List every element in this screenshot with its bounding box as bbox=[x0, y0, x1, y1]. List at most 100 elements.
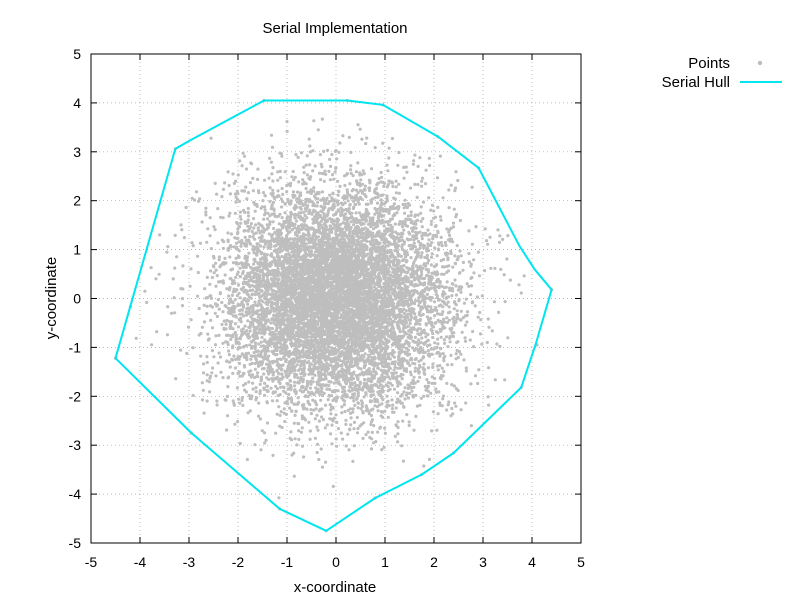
data-point bbox=[440, 244, 444, 248]
data-point bbox=[444, 243, 448, 247]
data-point bbox=[384, 237, 388, 241]
data-point bbox=[275, 312, 279, 316]
data-point bbox=[169, 311, 174, 315]
data-point bbox=[294, 153, 298, 157]
data-point bbox=[229, 337, 233, 342]
data-point bbox=[318, 153, 322, 157]
data-point bbox=[349, 220, 353, 224]
data-point bbox=[299, 151, 304, 155]
data-point bbox=[243, 210, 247, 214]
data-point bbox=[425, 394, 429, 398]
data-point bbox=[373, 404, 377, 408]
data-point bbox=[358, 184, 362, 188]
data-point bbox=[490, 329, 494, 333]
data-point bbox=[287, 392, 291, 396]
data-point bbox=[464, 366, 468, 370]
data-point bbox=[226, 414, 230, 418]
data-point bbox=[462, 358, 466, 362]
data-point bbox=[440, 366, 444, 370]
data-point bbox=[424, 267, 428, 272]
data-point bbox=[213, 311, 217, 315]
data-point bbox=[443, 240, 447, 245]
data-point bbox=[340, 411, 344, 415]
data-point bbox=[485, 340, 489, 345]
data-point bbox=[232, 403, 236, 407]
data-point bbox=[249, 222, 253, 226]
data-point bbox=[240, 396, 244, 400]
data-point bbox=[191, 393, 195, 398]
data-point bbox=[376, 362, 380, 366]
data-point bbox=[406, 214, 410, 218]
data-point bbox=[456, 178, 460, 183]
data-point bbox=[430, 203, 435, 207]
data-point bbox=[342, 174, 347, 178]
data-point bbox=[245, 313, 249, 317]
data-point bbox=[335, 444, 339, 448]
data-point bbox=[402, 264, 406, 268]
data-point bbox=[262, 245, 266, 249]
data-point bbox=[456, 388, 460, 393]
data-point bbox=[280, 216, 284, 220]
data-point bbox=[433, 381, 437, 385]
data-point bbox=[358, 359, 362, 363]
data-point bbox=[453, 254, 457, 258]
data-point bbox=[189, 267, 193, 271]
data-point bbox=[235, 294, 239, 298]
data-point bbox=[458, 218, 462, 223]
data-point bbox=[247, 380, 251, 384]
data-point bbox=[298, 205, 302, 210]
data-point bbox=[445, 316, 449, 320]
data-point bbox=[396, 420, 400, 424]
data-point bbox=[224, 322, 228, 326]
data-point bbox=[325, 219, 329, 224]
data-point bbox=[471, 329, 475, 334]
data-point bbox=[246, 302, 250, 306]
data-point bbox=[235, 386, 239, 390]
data-point bbox=[212, 355, 216, 359]
data-point bbox=[415, 195, 419, 199]
data-point bbox=[445, 408, 449, 412]
data-point bbox=[492, 300, 496, 304]
data-point bbox=[422, 362, 426, 366]
data-point bbox=[396, 391, 400, 395]
data-point bbox=[197, 306, 201, 311]
data-point bbox=[412, 375, 416, 379]
data-point bbox=[319, 162, 323, 166]
data-point bbox=[309, 191, 313, 196]
data-point bbox=[202, 411, 206, 415]
data-point bbox=[388, 377, 392, 381]
data-point bbox=[245, 329, 249, 333]
data-point bbox=[261, 199, 265, 203]
data-point bbox=[387, 146, 391, 150]
data-point bbox=[263, 352, 267, 357]
data-point bbox=[373, 146, 377, 150]
data-point bbox=[391, 184, 395, 189]
data-point bbox=[206, 227, 210, 231]
data-point bbox=[447, 400, 451, 404]
data-point bbox=[354, 373, 359, 378]
data-point bbox=[433, 314, 437, 318]
data-point bbox=[418, 230, 422, 234]
data-point bbox=[361, 385, 365, 389]
data-point bbox=[251, 244, 255, 248]
data-point bbox=[449, 183, 453, 187]
data-point bbox=[443, 341, 447, 345]
data-point bbox=[487, 366, 491, 370]
data-point bbox=[475, 295, 479, 299]
data-point bbox=[370, 437, 374, 441]
data-point bbox=[221, 341, 225, 345]
data-point bbox=[317, 419, 321, 423]
data-point bbox=[416, 239, 421, 244]
data-point bbox=[269, 386, 273, 390]
data-point bbox=[297, 211, 301, 215]
data-point bbox=[419, 211, 423, 215]
data-point bbox=[454, 170, 458, 174]
data-point bbox=[182, 236, 186, 240]
data-point bbox=[442, 359, 446, 363]
data-point bbox=[420, 176, 425, 180]
data-point bbox=[503, 300, 507, 304]
data-point bbox=[241, 327, 245, 331]
data-point bbox=[271, 220, 275, 224]
data-point bbox=[209, 269, 213, 273]
data-point bbox=[319, 178, 323, 182]
